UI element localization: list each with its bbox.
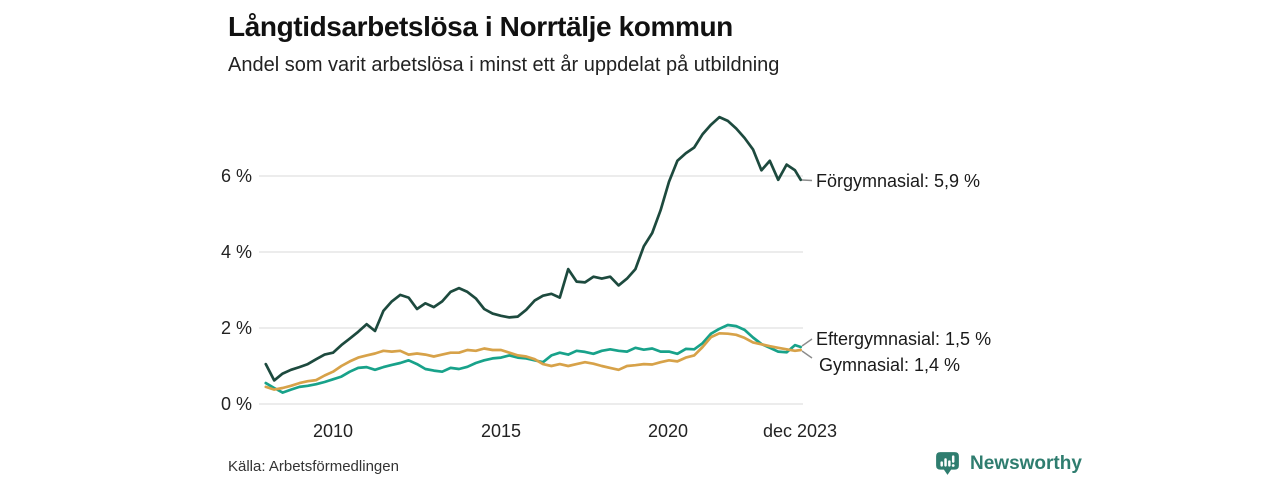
source-text: Källa: Arbetsförmedlingen xyxy=(228,458,399,475)
x-tick-label-dec-2023: dec 2023 xyxy=(762,421,838,441)
series-line-förgymnasial xyxy=(264,115,803,382)
series-label-forgymnasial: Förgymnasial: 5,9 % xyxy=(816,171,981,191)
y-tick-label-0: 0 % xyxy=(220,394,252,414)
y-tick-label-2: 2 % xyxy=(220,318,252,338)
brand-lockup: Newsworthy xyxy=(933,449,1082,479)
connector-gymnasial xyxy=(801,350,813,359)
connector-forgymnasial xyxy=(801,179,813,182)
series-label-gymnasial: Gymnasial: 1,4 % xyxy=(819,355,961,375)
connector-eftergymnasial xyxy=(801,338,813,347)
y-tick-label-6: 6 % xyxy=(220,166,252,186)
x-tick-label-2010: 2010 xyxy=(312,421,354,441)
series-line-gymnasial xyxy=(264,331,803,391)
x-tick-label-2020: 2020 xyxy=(647,421,689,441)
chart-header: Långtidsarbetslösa i Norrtälje kommun An… xyxy=(228,10,1088,78)
y-tick-label-4: 4 % xyxy=(220,242,252,262)
series-label-eftergymnasial: Eftergymnasial: 1,5 % xyxy=(816,329,992,349)
page-title: Långtidsarbetslösa i Norrtälje kommun xyxy=(228,11,733,42)
newsworthy-logo-icon xyxy=(936,451,959,475)
brand-name: Newsworthy xyxy=(970,453,1082,474)
label-connectors xyxy=(801,179,813,359)
x-tick-label-2015: 2015 xyxy=(480,421,522,441)
page-subtitle: Andel som varit arbetslösa i minst ett å… xyxy=(228,54,780,76)
